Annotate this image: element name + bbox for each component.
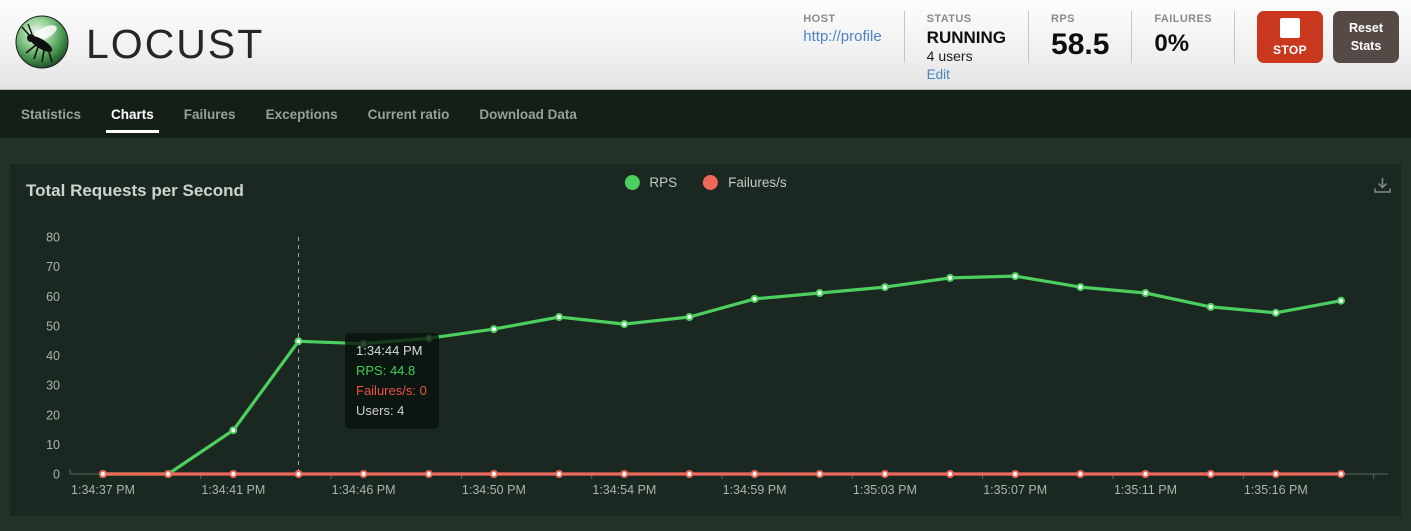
divider [1234, 11, 1235, 64]
svg-text:70: 70 [46, 260, 60, 274]
reset-stats-button[interactable]: Reset Stats [1333, 11, 1399, 64]
page-content: Total Requests per Second RPS Failures/s… [0, 138, 1411, 516]
status-value: RUNNING [926, 28, 1007, 48]
download-chart-icon[interactable] [1373, 176, 1392, 200]
nav-item-download-data[interactable]: Download Data [479, 106, 577, 122]
chart-legend: RPS Failures/s [624, 175, 787, 190]
svg-text:80: 80 [46, 231, 60, 245]
stop-square-icon [1280, 17, 1300, 38]
nav-item-exceptions[interactable]: Exceptions [265, 106, 338, 122]
svg-text:1:35:03 PM: 1:35:03 PM [853, 483, 917, 497]
nav-item-current-ratio[interactable]: Current ratio [367, 106, 450, 122]
chart-title: Total Requests per Second [26, 181, 244, 200]
svg-text:1:35:11 PM: 1:35:11 PM [1114, 483, 1177, 497]
rps-label: RPS [1051, 13, 1075, 26]
legend-label-rps: RPS [649, 175, 678, 190]
svg-text:60: 60 [46, 290, 60, 304]
nav-item-failures[interactable]: Failures [183, 106, 236, 122]
svg-text:10: 10 [46, 438, 60, 452]
svg-text:1:34:59 PM: 1:34:59 PM [723, 483, 787, 497]
svg-text:20: 20 [46, 408, 60, 422]
locust-logo-icon [14, 14, 70, 75]
rps-line-chart[interactable]: 0 10 20 30 40 50 60 70 80 1:34:37 PM 1:34:41 PM 1:3… [10, 208, 1401, 508]
divider [1028, 11, 1030, 64]
svg-text:1:34:37 PM: 1:34:37 PM [71, 483, 135, 497]
svg-text:1:34:46 PM: 1:34:46 PM [332, 483, 396, 497]
legend-label-failures: Failures/s [728, 175, 787, 190]
rps-legend-dot-icon [624, 175, 640, 190]
main-nav: Statistics Charts Failures Exceptions Cu… [0, 90, 1411, 138]
svg-text:0: 0 [53, 468, 60, 482]
failures-legend-dot-icon [703, 175, 719, 190]
svg-text:1:34:41 PM: 1:34:41 PM [201, 483, 265, 497]
nav-item-statistics[interactable]: Statistics [21, 106, 82, 122]
logo-area: LOCUST [14, 14, 264, 75]
chart-panel-header: Total Requests per Second RPS Failures/s [10, 164, 1401, 208]
host-block: HOST http://profile [781, 5, 903, 46]
svg-text:1:34:54 PM: 1:34:54 PM [592, 483, 656, 497]
edit-link[interactable]: Edit [926, 66, 950, 82]
legend-item-failures[interactable]: Failures/s [703, 175, 787, 190]
status-user-count: 4 users [926, 48, 973, 65]
chart-panel: Total Requests per Second RPS Failures/s… [10, 164, 1401, 516]
stop-button[interactable]: STOP [1257, 11, 1323, 64]
rps-block: RPS 58.5 [1029, 5, 1131, 61]
svg-text:1:35:07 PM: 1:35:07 PM [983, 483, 1047, 497]
svg-text:1:34:50 PM: 1:34:50 PM [462, 483, 526, 497]
failures-block: FAILURES 0% [1132, 5, 1234, 59]
host-link[interactable]: http://profile [803, 28, 882, 46]
status-block: STATUS RUNNING 4 users Edit [905, 5, 1028, 83]
divider [903, 11, 905, 64]
top-header: LOCUST HOST http://profile STATUS RUNNIN… [0, 0, 1411, 90]
svg-text:30: 30 [46, 379, 60, 393]
status-label: STATUS [926, 13, 972, 26]
divider [1131, 11, 1133, 64]
svg-text:1:35:16 PM: 1:35:16 PM [1244, 483, 1308, 497]
stop-button-label: STOP [1272, 42, 1308, 57]
failures-value: 0% [1154, 30, 1190, 58]
header-info: HOST http://profile STATUS RUNNING 4 use… [781, 5, 1399, 83]
failures-label: FAILURES [1154, 13, 1212, 26]
rps-value: 58.5 [1051, 28, 1110, 62]
chart-area[interactable]: 0 10 20 30 40 50 60 70 80 1:34:37 PM 1:34:41 PM 1:3… [10, 208, 1401, 508]
svg-text:50: 50 [46, 319, 60, 333]
host-label: HOST [803, 13, 836, 26]
svg-text:40: 40 [46, 349, 60, 363]
brand-title: LOCUST [86, 21, 265, 67]
legend-item-rps[interactable]: RPS [624, 175, 677, 190]
nav-item-charts[interactable]: Charts [99, 90, 166, 138]
